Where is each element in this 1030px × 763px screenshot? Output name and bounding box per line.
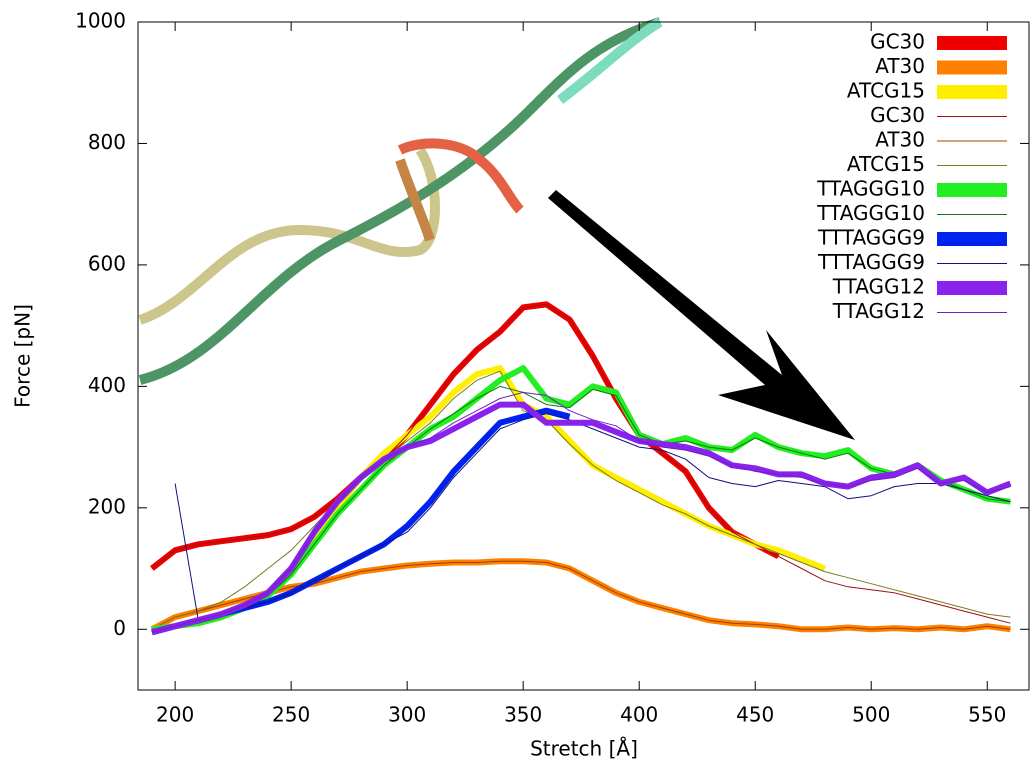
series-line [151,560,1011,630]
arrow [548,190,855,440]
series-line [151,385,1011,630]
legend-label: TTTAGGG9 [817,250,925,274]
dna-strand [138,147,440,325]
series-line [151,407,571,636]
series-line [174,413,1011,621]
dna-strand [556,17,663,104]
dna-strand [395,158,435,242]
legend-label: TTTAGGG9 [817,226,925,250]
y-tick-label: 200 [88,494,126,518]
dna-illustration [138,17,663,385]
y-tick-label: 1000 [75,9,126,33]
dna-strand [397,138,524,214]
series-line [151,391,1011,633]
x-axis-label: Stretch [Å] [530,737,638,761]
legend-label: GC30 [870,103,925,127]
x-tick-label: 350 [504,703,542,727]
legend-label: ATCG15 [847,79,925,103]
y-tick-label: 0 [113,616,126,640]
dna-strand [138,17,662,385]
x-tick-label: 550 [968,703,1006,727]
series-line [151,365,826,633]
legend-label: TTAGGG10 [816,201,925,225]
y-tick-label: 400 [88,373,126,397]
legend-label: AT30 [875,128,925,152]
plot-frame [137,21,1030,691]
legend-label: TTAGG12 [832,299,925,323]
legend-label: GC30 [870,30,925,54]
y-axis-label: Force [pN] [11,304,35,408]
y-tick-label: 600 [88,251,126,275]
y-tick-label: 800 [88,130,126,154]
x-tick-label: 500 [852,703,890,727]
x-tick-label: 400 [620,703,658,727]
series-line [151,303,1011,624]
x-tick-label: 200 [156,703,194,727]
legend-label: TTAGGG10 [816,177,925,201]
x-tick-label: 450 [736,703,774,727]
series-line [151,370,1011,630]
legend-label: TTAGG12 [832,275,925,299]
x-tick-label: 250 [272,703,310,727]
legend-label: AT30 [875,54,925,78]
x-tick-label: 300 [388,703,426,727]
legend-label: ATCG15 [847,152,925,176]
